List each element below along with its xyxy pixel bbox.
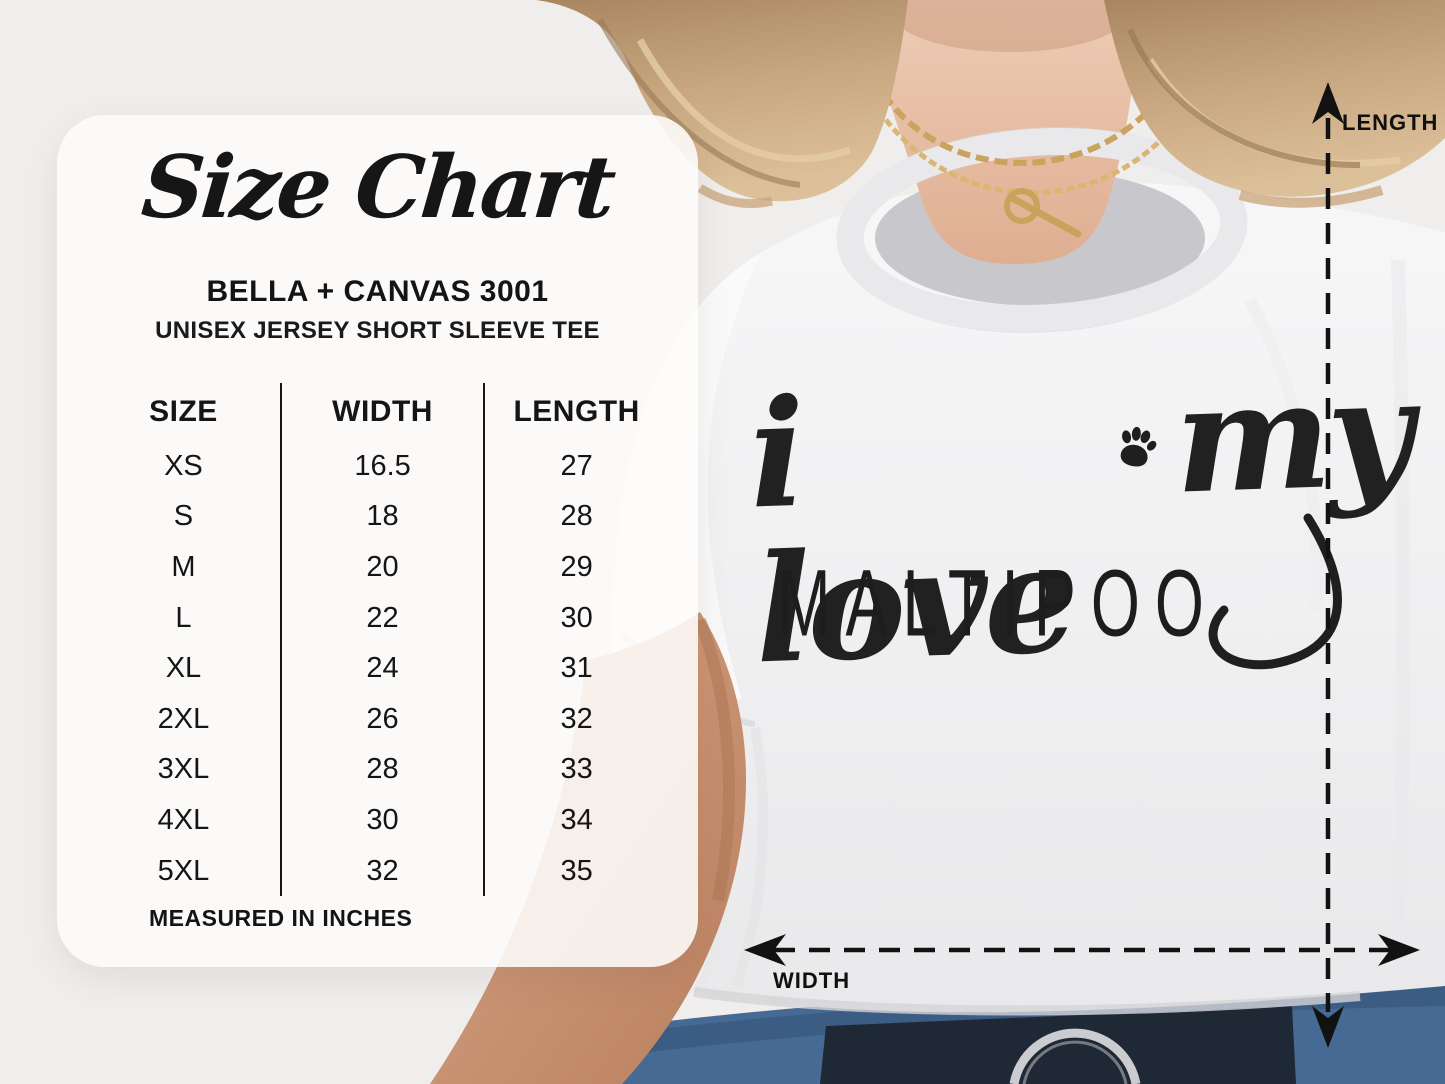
table-row: XL 24 31: [87, 643, 668, 694]
width-cell: 30: [279, 795, 483, 846]
product-line: UNISEX JERSEY SHORT SLEEVE TEE: [155, 317, 600, 344]
size-cell: XL: [165, 652, 202, 685]
brand-line: BELLA + CANVAS 3001: [206, 275, 549, 308]
belt-ring: [1009, 1028, 1141, 1084]
size-cell: 4XL: [157, 803, 210, 836]
length-cell: 30: [483, 592, 668, 644]
length-label: LENGTH: [1342, 110, 1439, 135]
down-arrowhead-icon: [1312, 1006, 1344, 1048]
right-arrowhead-icon: [1378, 934, 1420, 966]
length-cell: 34: [483, 795, 668, 846]
length-cell: 31: [483, 643, 668, 694]
length-cell: 29: [483, 542, 668, 593]
width-cell: 24: [279, 643, 483, 694]
table-header-row: SIZE WIDTH LENGTH: [87, 383, 668, 441]
length-cell: 27: [483, 441, 668, 492]
width-cell: 26: [279, 693, 483, 745]
left-arrowhead-icon: [744, 934, 786, 966]
header-length: LENGTH: [483, 383, 668, 441]
size-cell: 5XL: [157, 854, 210, 887]
size-cell: 3XL: [157, 753, 210, 786]
length-cell: 28: [483, 491, 668, 543]
size-cell: XS: [164, 449, 203, 482]
table-row: 2XL 26 32: [87, 693, 668, 745]
shirt-hem: [693, 987, 1361, 1016]
length-cell: 35: [483, 845, 668, 897]
width-cell: 18: [279, 491, 483, 543]
table-row: S 18 28: [87, 491, 668, 543]
size-cell: L: [175, 601, 192, 634]
size-table: SIZE WIDTH LENGTH XS 16.5 27 S 18 28 M 2…: [87, 383, 668, 897]
length-cell: 33: [483, 744, 668, 796]
size-chart-card: Size Chart BELLA + CANVAS 3001 UNISEX JE…: [57, 115, 698, 967]
width-cell: 28: [279, 744, 483, 796]
hair: [536, 0, 1445, 208]
crew-collar: [836, 128, 1248, 332]
size-cell: M: [171, 550, 196, 583]
size-cell: S: [173, 500, 194, 533]
table-row: 5XL 32 35: [87, 845, 668, 897]
width-cell: 22: [279, 592, 483, 644]
size-cell: 2XL: [157, 702, 210, 735]
width-cell: 32: [279, 845, 483, 897]
header-width: WIDTH: [279, 383, 483, 441]
card-title: Size Chart: [138, 137, 617, 238]
header-size: SIZE: [149, 395, 218, 428]
table-row: 4XL 30 34: [87, 795, 668, 846]
table-row: XS 16.5 27: [87, 441, 668, 492]
measured-in-inches-note: MEASURED IN INCHES: [149, 905, 413, 931]
table-row: 3XL 28 33: [87, 744, 668, 796]
table-row: M 20 29: [87, 542, 668, 593]
length-cell: 32: [483, 693, 668, 745]
width-label: WIDTH: [773, 968, 851, 993]
table-row: L 22 30: [87, 592, 668, 644]
up-arrowhead-icon: [1312, 82, 1344, 124]
width-cell: 16.5: [279, 441, 483, 492]
toggle-clasp: [1004, 188, 1040, 224]
chin-shadow: [892, 0, 1128, 52]
width-cell: 20: [279, 542, 483, 593]
